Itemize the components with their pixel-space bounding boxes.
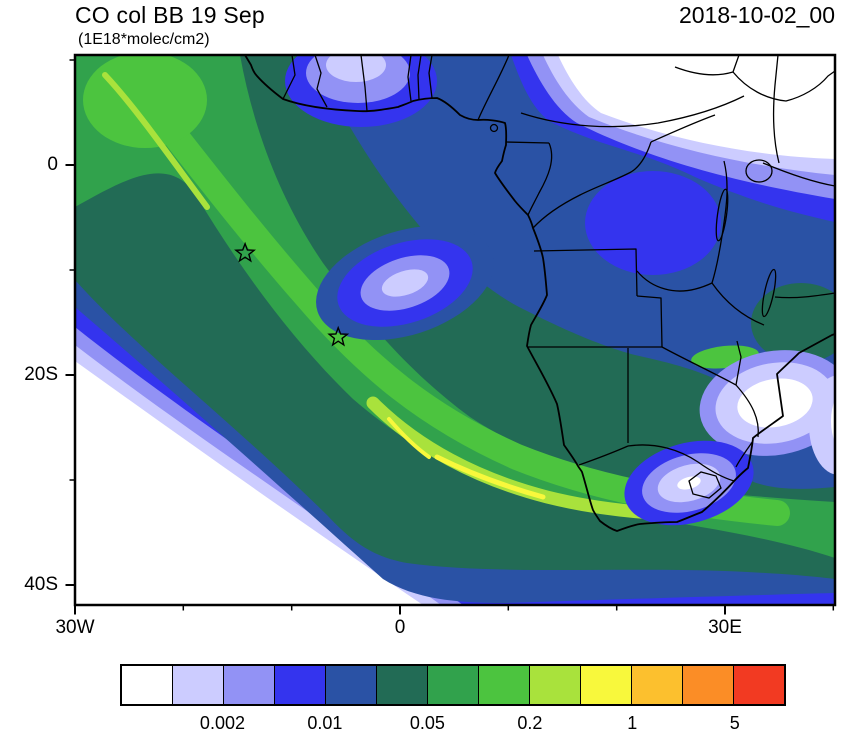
low-patch-channel — [809, 375, 835, 475]
colorbar-cell — [377, 666, 428, 704]
valid-timestamp: 2018-10-02_00 — [678, 2, 835, 28]
contour-streak-yellow — [434, 454, 546, 500]
country-borders — [282, 55, 835, 482]
contour-region-congo — [585, 171, 721, 275]
colorbar-cell — [530, 666, 581, 704]
colorbar-cell — [428, 666, 479, 704]
star-marker — [327, 325, 350, 347]
lake-victoria — [745, 159, 773, 183]
contour-region-nw-core — [83, 55, 207, 148]
y-tick-label-20s: 20S — [24, 364, 58, 385]
colorbar-tick-label: 5 — [729, 713, 740, 733]
colorbar-cell — [734, 666, 784, 704]
colorbar-cell — [173, 666, 224, 704]
africa-coastline — [244, 55, 835, 532]
colorbar-cell — [683, 666, 734, 704]
colorbar-cell — [326, 666, 377, 704]
contour-region-l6-east — [751, 283, 835, 363]
lesotho-border — [688, 471, 722, 499]
colorbar-cell — [275, 666, 326, 704]
colorbar-labels: 0.002 0.01 0.05 0.2 1 5 — [120, 713, 786, 737]
plot-frame — [73, 53, 837, 607]
lake-malawi — [761, 268, 777, 318]
colorbar-tick-label: 0.05 — [409, 713, 445, 733]
contour-region-plume — [75, 55, 835, 558]
contour-streak-yellow-2 — [387, 417, 431, 459]
y-tick-label-40s: 40S — [24, 574, 58, 595]
colorbar — [120, 664, 786, 706]
star-marker — [234, 241, 257, 263]
x-tick-label-30w: 30W — [55, 617, 95, 638]
y-tick-label-0: 0 — [47, 154, 58, 175]
colorbar-cell — [224, 666, 275, 704]
bioko-island — [489, 123, 499, 133]
colorbar-tick-label: 1 — [627, 713, 638, 733]
lakes — [715, 159, 777, 318]
contour-wisp-nw — [102, 72, 210, 210]
colorbar-tick-label: 0.002 — [199, 713, 245, 733]
units-subtitle: (1E18*molec/cm2) — [78, 31, 210, 48]
colorbar-cell — [632, 666, 683, 704]
colorbar-tick-label: 0.2 — [517, 713, 543, 733]
colorbar-tick-label: 0.01 — [307, 713, 343, 733]
map-area — [61, 41, 849, 619]
colorbar-cell — [122, 666, 173, 704]
map-plot — [65, 53, 837, 615]
contour-field — [75, 55, 835, 605]
colorbar-cell — [479, 666, 530, 704]
colorbar-cell — [581, 666, 632, 704]
lake-tanganyika — [715, 188, 729, 242]
page-title: CO col BB 19 Sep — [75, 2, 265, 28]
x-tick-label-30e: 30E — [708, 617, 742, 638]
x-tick-label-0: 0 — [394, 617, 406, 638]
low-eye-feature — [316, 225, 494, 341]
axis-ticks — [65, 59, 835, 615]
geography — [244, 55, 835, 532]
